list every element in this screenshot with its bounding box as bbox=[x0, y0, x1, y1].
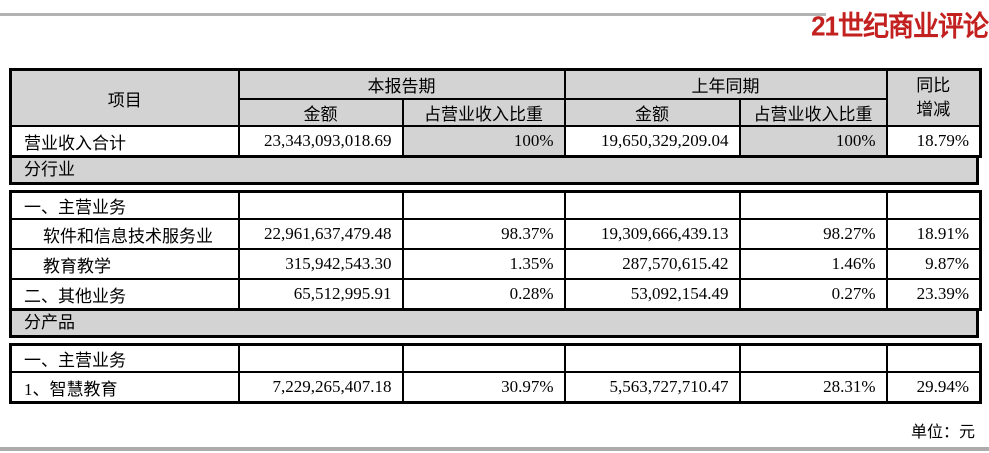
row-main-business-industry: 一、主营业务 bbox=[9, 190, 982, 220]
row-label: 一、主营业务 bbox=[9, 343, 240, 373]
cell-prior-pct bbox=[738, 343, 888, 373]
col-header-prior-amount: 金额 bbox=[563, 98, 741, 127]
cell-current-pct: 98.37% bbox=[401, 218, 566, 250]
cell-prior-amount: 19,650,329,209.04 bbox=[563, 125, 741, 158]
cell-current-amount: 7,229,265,407.18 bbox=[237, 371, 404, 404]
cell-prior-pct: 28.31% bbox=[738, 371, 888, 404]
cell-prior-pct bbox=[738, 190, 888, 220]
col-header-prior-pct: 占营业收入比重 bbox=[738, 98, 888, 127]
cell-prior-amount bbox=[563, 343, 741, 373]
logo: 21世纪商业评论 bbox=[811, 9, 989, 42]
bottom-separator-line bbox=[0, 447, 989, 451]
cell-yoy bbox=[885, 343, 982, 373]
row-label: 软件和信息技术服务业 bbox=[9, 218, 240, 250]
cell-current-pct: 30.97% bbox=[401, 371, 566, 404]
row-label: 二、其他业务 bbox=[9, 278, 240, 311]
cell-prior-pct: 0.27% bbox=[738, 278, 888, 311]
row-software-it-services: 软件和信息技术服务业 22,961,637,479.48 98.37% 19,3… bbox=[9, 218, 982, 250]
cell-prior-amount: 287,570,615.42 bbox=[563, 248, 741, 280]
section-row-by-product: 分产品 bbox=[9, 308, 979, 338]
col-header-yoy-change: 同比 增减 bbox=[885, 68, 982, 127]
col-header-item: 项目 bbox=[9, 68, 240, 127]
row-label: 1、智慧教育 bbox=[9, 371, 240, 404]
cell-current-amount bbox=[237, 343, 404, 373]
cell-current-pct: 0.28% bbox=[401, 278, 566, 311]
cell-yoy: 18.91% bbox=[885, 218, 982, 250]
cell-prior-amount: 53,092,154.49 bbox=[563, 278, 741, 311]
cell-current-pct: 1.35% bbox=[401, 248, 566, 280]
cell-yoy: 23.39% bbox=[885, 278, 982, 311]
row-total-revenue: 营业收入合计 23,343,093,018.69 100% 19,650,329… bbox=[9, 125, 982, 158]
row-education-teaching: 教育教学 315,942,543.30 1.35% 287,570,615.42… bbox=[9, 248, 982, 280]
unit-note: 单位：元 bbox=[910, 424, 975, 441]
col-header-current-pct: 占营业收入比重 bbox=[401, 98, 566, 127]
cell-current-pct: 100% bbox=[401, 125, 566, 158]
table-block-header: 项目 本报告期 上年同期 同比 增减 金额 占营业收入比重 金额 占营业收入比重… bbox=[9, 68, 982, 158]
section-row-by-industry: 分行业 bbox=[9, 155, 979, 185]
row-other-business: 二、其他业务 65,512,995.91 0.28% 53,092,154.49… bbox=[9, 278, 982, 311]
top-separator-line bbox=[0, 13, 826, 16]
cell-prior-pct: 1.46% bbox=[738, 248, 888, 280]
cell-yoy bbox=[885, 190, 982, 220]
row-main-business-product: 一、主营业务 bbox=[9, 343, 982, 373]
cell-prior-amount: 19,309,666,439.13 bbox=[563, 218, 741, 250]
cell-yoy: 9.87% bbox=[885, 248, 982, 280]
cell-current-amount: 315,942,543.30 bbox=[237, 248, 404, 280]
col-header-prior-period: 上年同期 bbox=[563, 68, 888, 100]
col-header-current-period: 本报告期 bbox=[237, 68, 566, 100]
cell-yoy: 18.79% bbox=[885, 125, 982, 158]
cell-current-amount: 22,961,637,479.48 bbox=[237, 218, 404, 250]
table-block-by-product: 一、主营业务 1、智慧教育 7,229,265,407.18 30.97% 5,… bbox=[9, 343, 982, 404]
cell-prior-pct: 98.27% bbox=[738, 218, 888, 250]
table-block-by-industry: 一、主营业务 软件和信息技术服务业 22,961,637,479.48 98.3… bbox=[9, 190, 982, 311]
row-label: 教育教学 bbox=[9, 248, 240, 280]
cell-current-pct bbox=[401, 343, 566, 373]
row-label: 营业收入合计 bbox=[9, 125, 240, 158]
cell-current-amount: 65,512,995.91 bbox=[237, 278, 404, 311]
row-label: 一、主营业务 bbox=[9, 190, 240, 220]
cell-current-pct bbox=[401, 190, 566, 220]
revenue-table: 项目 本报告期 上年同期 同比 增减 金额 占营业收入比重 金额 占营业收入比重… bbox=[9, 68, 982, 404]
cell-prior-amount: 5,563,727,710.47 bbox=[563, 371, 741, 404]
cell-current-amount: 23,343,093,018.69 bbox=[237, 125, 404, 158]
cell-prior-amount bbox=[563, 190, 741, 220]
col-header-current-amount: 金额 bbox=[237, 98, 404, 127]
cell-prior-pct: 100% bbox=[738, 125, 888, 158]
cell-current-amount bbox=[237, 190, 404, 220]
row-smart-education: 1、智慧教育 7,229,265,407.18 30.97% 5,563,727… bbox=[9, 371, 982, 404]
cell-yoy: 29.94% bbox=[885, 371, 982, 404]
